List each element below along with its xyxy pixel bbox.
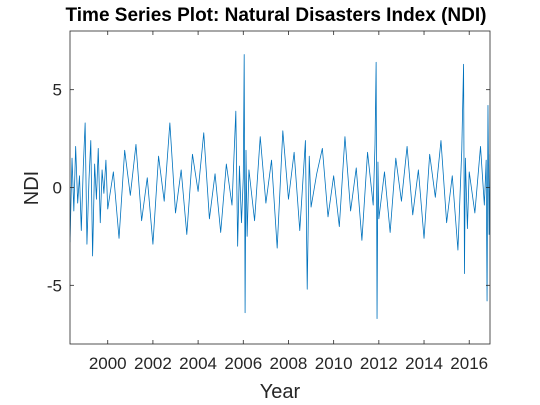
- x-tick-label: 2010: [315, 354, 353, 373]
- chart-title: Time Series Plot: Natural Disasters Inde…: [66, 5, 487, 26]
- series-line-0: [70, 54, 490, 319]
- plot-area: [69, 30, 491, 345]
- y-tick-label: 0: [53, 179, 62, 198]
- x-tick-label: 2012: [360, 354, 398, 373]
- x-axis-label: Year: [260, 381, 301, 403]
- x-tick-label: 2006: [224, 354, 262, 373]
- y-axis: -5 0 5: [47, 81, 490, 295]
- y-tick-label: -5: [47, 276, 62, 295]
- x-axis: 2000 2002 2004 2006 2008 2010 2012 2014 2016: [89, 31, 488, 373]
- y-axis-label: NDI: [21, 171, 43, 205]
- y-tick-label: 5: [53, 81, 62, 100]
- series-group: [70, 54, 490, 319]
- x-tick-label: 2008: [270, 354, 308, 373]
- x-tick-label: 2014: [405, 354, 443, 373]
- x-tick-label: 2002: [134, 354, 172, 373]
- x-tick-label: 2016: [450, 354, 488, 373]
- x-tick-label: 2004: [179, 354, 217, 373]
- x-tick-label: 2000: [89, 354, 127, 373]
